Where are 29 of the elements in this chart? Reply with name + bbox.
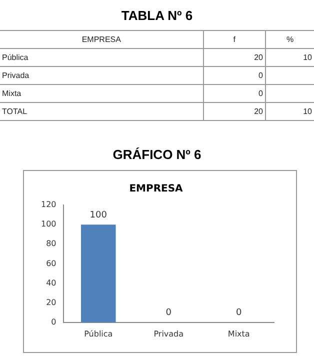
text: Mixta [0, 84, 204, 102]
text: 20 [203, 102, 266, 120]
data-label: 100 [90, 210, 108, 220]
chart-title: GRÁFICO Nº 6 [112, 147, 202, 162]
text: 0 [203, 66, 266, 84]
y-tick-label: 40 [46, 278, 56, 288]
y-tick-label: 60 [46, 258, 56, 268]
x-tick-label: Pública [84, 329, 113, 338]
y-tick-label: 120 [40, 200, 56, 210]
y-tick-label: 0 [51, 317, 56, 326]
category-label: % [266, 30, 314, 48]
text: TOTAL [0, 102, 204, 120]
data-label: 0 [236, 308, 242, 318]
category-label: EMPRESA [0, 30, 204, 48]
y-tick-label: 100 [40, 220, 56, 229]
text: 20 [203, 48, 266, 66]
text: 10 [266, 48, 314, 66]
text: TABLA Nº 6 [120, 8, 194, 23]
y-tick-label: 20 [46, 298, 56, 307]
text: 0 [203, 84, 266, 102]
text: 10 [266, 102, 314, 120]
y-tick-label: 80 [46, 239, 56, 248]
text: Privada [0, 66, 204, 84]
data-label: 0 [166, 308, 172, 318]
text: Pública [0, 48, 204, 66]
category-label: f [203, 30, 266, 48]
x-tick-label: Mixta [228, 329, 250, 338]
x-tick-label: Privada [154, 329, 184, 338]
chart-subtitle: EMPRESA [129, 184, 184, 195]
